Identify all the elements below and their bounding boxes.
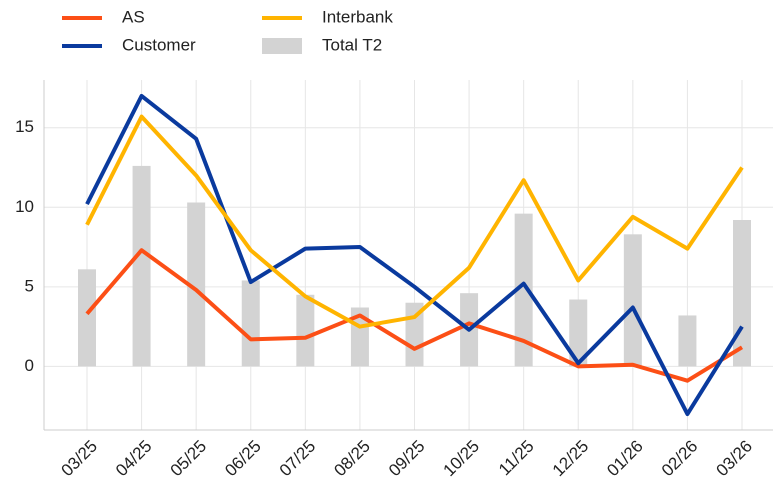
x-tick-label: 06/25 [221,437,265,481]
line [85,114,744,329]
x-tick-label: 04/25 [112,437,156,481]
bar [569,299,588,367]
x-tick-label: 11/25 [495,437,538,480]
legend-swatch [262,38,302,54]
bar [678,315,697,367]
legend-label: Total T2 [322,35,382,54]
x-tick-label: 05/25 [167,437,211,481]
bar [623,234,642,367]
legend-label: Interbank [322,7,393,26]
y-tick-label: 0 [25,356,34,375]
legend-label: AS [122,7,145,26]
line [85,93,744,417]
legend-label: Customer [122,35,196,54]
x-tick-label: 08/25 [330,437,374,481]
bar [78,269,96,367]
bar [241,280,260,367]
x-tick-label: 01/26 [603,437,647,481]
x-tick-label: 03/26 [712,437,756,481]
x-tick-label: 10/25 [440,437,484,481]
x-tick-label: 02/26 [658,437,702,481]
x-tick-label: 09/25 [385,437,429,481]
bar [514,213,533,367]
bar [733,220,751,367]
x-tick-label: 12/25 [549,437,593,481]
bar [296,294,315,367]
x-tick-label: 03/25 [57,437,101,481]
y-tick-label: 5 [25,276,34,295]
bar [187,202,206,367]
y-tick-label: 10 [15,197,34,216]
bar [132,165,151,367]
line [85,248,744,383]
y-tick-label: 15 [15,117,34,136]
x-tick-label: 07/25 [276,437,320,481]
